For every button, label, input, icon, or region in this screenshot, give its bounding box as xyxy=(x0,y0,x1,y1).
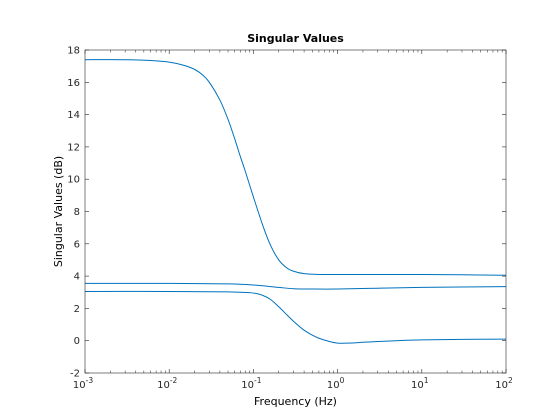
y-tick-label: 4 xyxy=(74,272,80,283)
x-tick-label-exponent: 1 xyxy=(424,376,429,385)
x-tick-label-base: 10 xyxy=(157,380,170,391)
y-tick-label: 2 xyxy=(74,304,80,315)
axes-frame xyxy=(84,49,507,374)
x-tick-label-base: 10 xyxy=(411,380,424,391)
series-line-2 xyxy=(84,282,507,290)
x-tick-label-base: 10 xyxy=(327,380,340,391)
y-tick-label: 8 xyxy=(74,207,80,218)
y-tick-label: 12 xyxy=(67,142,80,153)
x-tick-label-exponent: -2 xyxy=(170,376,178,385)
x-tick-label-base: 10 xyxy=(495,380,508,391)
x-tick-label-base: 10 xyxy=(73,380,86,391)
plot-area xyxy=(85,50,506,373)
chart-title: Singular Values xyxy=(247,32,344,45)
series-line-3 xyxy=(84,290,507,344)
x-tick-label-exponent: 0 xyxy=(340,376,345,385)
x-tick-label: 102 xyxy=(495,376,513,391)
x-tick-label: 10-1 xyxy=(241,376,261,391)
y-tick-label: 14 xyxy=(67,110,80,121)
y-tick-label: 6 xyxy=(74,239,80,250)
x-tick-label: 100 xyxy=(327,376,345,391)
y-tick-label: -2 xyxy=(70,369,80,380)
x-tick-label-base: 10 xyxy=(241,380,254,391)
x-axis-label: Frequency (Hz) xyxy=(254,395,337,408)
series-line-1 xyxy=(84,59,507,276)
y-tick-label: 18 xyxy=(67,46,80,57)
y-tick-label: 0 xyxy=(74,336,80,347)
y-tick-label: 10 xyxy=(67,175,80,186)
y-axis-label: Singular Values (dB) xyxy=(52,156,65,267)
x-tick-label: 101 xyxy=(411,376,429,391)
x-tick-label-exponent: -3 xyxy=(86,376,94,385)
y-tick-label: 16 xyxy=(67,78,80,89)
series-layer xyxy=(84,59,507,344)
x-tick-label: 10-2 xyxy=(157,376,177,391)
x-tick-label-exponent: 2 xyxy=(508,376,513,385)
x-tick-label: 10-3 xyxy=(73,376,93,391)
x-tick-label-exponent: -1 xyxy=(254,376,262,385)
